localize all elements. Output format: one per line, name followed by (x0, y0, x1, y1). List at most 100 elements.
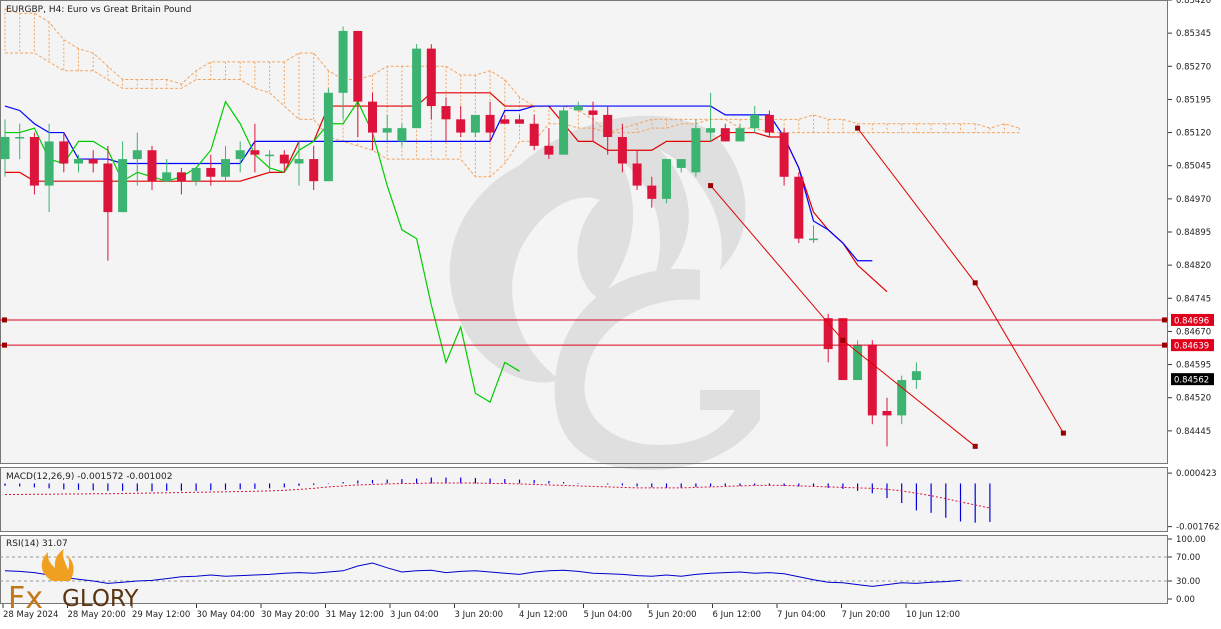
time-tick-label: 29 May 12:00 (132, 610, 190, 620)
price-tag-label: 0.84639 (1174, 342, 1209, 352)
main-pane-border (0, 0, 1168, 464)
candle-bearish (617, 136, 627, 164)
macd-pane (0, 467, 1168, 532)
trend-anchor (840, 337, 846, 343)
candle-bullish (235, 150, 245, 160)
flame-icon (41, 549, 74, 581)
time-tick-label: 4 Jun 12:00 (519, 610, 568, 620)
candle-bearish (456, 119, 466, 133)
candle-bearish (29, 136, 39, 186)
price-tick-label: 0.85420 (1176, 0, 1211, 6)
candle-bearish (882, 410, 892, 416)
time-tick-label: 28 May 2024 (3, 610, 58, 620)
rsi-tick-label: 70.00 (1176, 553, 1200, 563)
candle-bullish (323, 92, 333, 182)
candle-bearish (368, 101, 377, 133)
price-tick-label: 0.85270 (1176, 62, 1211, 72)
candle-bearish (515, 119, 524, 124)
candle-bearish (279, 154, 289, 164)
candle-bearish (603, 114, 613, 137)
rsi-pane (0, 535, 1168, 604)
candle-bearish (59, 141, 69, 164)
candle-bullish (470, 114, 480, 133)
candle-bullish (382, 128, 392, 133)
candlesticks (0, 26, 921, 447)
candle-bearish (88, 159, 98, 164)
candle-bullish (809, 238, 818, 241)
candle-bearish (147, 150, 157, 182)
logo-glory: GLORY (62, 586, 139, 612)
senkou-upper-line (4, 8, 1020, 134)
candle-bullish (118, 159, 128, 213)
rsi-tick-label: 0.00 (1176, 595, 1195, 605)
candle-bearish (309, 159, 319, 182)
time-tick-label: 7 Jun 04:00 (777, 610, 826, 620)
macd-tick-label: -0.001762 (1176, 523, 1220, 533)
watermark-logo (449, 115, 760, 470)
chikou-line (5, 100, 520, 404)
macd-indicator: 0.000423 -0.001762 (4, 469, 1220, 533)
candle-bullish (44, 141, 54, 186)
time-tick-label: 30 May 20:00 (261, 610, 319, 620)
time-tick-label: 7 Jun 20:00 (842, 610, 891, 620)
macd-tick-label: 0.000423 (1176, 469, 1217, 479)
time-tick-label: 10 Jun 12:00 (906, 610, 960, 620)
candle-bearish (794, 176, 804, 239)
time-tick-label: 28 May 20:00 (68, 610, 126, 620)
macd-pane-border (0, 467, 1168, 532)
price-tag-label: 0.84562 (1174, 376, 1209, 386)
candle-bullish (412, 48, 422, 129)
candle-bearish (176, 172, 186, 182)
time-tick-label: 3 Jun 04:00 (390, 610, 439, 620)
candle-bullish (735, 128, 745, 142)
candle-bearish (779, 132, 789, 177)
candle-bullish (573, 106, 583, 111)
rsi-tick-label: 30.00 (1176, 577, 1200, 587)
logo-fx: Fx (8, 581, 43, 616)
candle-bearish (500, 119, 510, 124)
candle-bearish (103, 163, 113, 213)
candle-bearish (485, 114, 495, 133)
macd-signal-line (5, 482, 990, 509)
price-tag (1171, 339, 1214, 352)
candle-bullish (162, 172, 172, 182)
candle-bullish (706, 128, 716, 133)
candle-bullish (676, 159, 686, 168)
candle-bullish (691, 128, 701, 173)
candle-bearish (764, 114, 774, 133)
level-anchor (1162, 342, 1167, 348)
time-axis: 28 May 2024 28 May 20:00 29 May 12:00 30 Ma… (2, 604, 960, 620)
rsi-indicator: 100.00 70.00 30.00 0.00 (0, 535, 1206, 605)
time-tick-label: 5 Jun 20:00 (648, 610, 697, 620)
price-axis: 0.85420 0.85345 0.85270 0.85195 0.85120 0.850… (1168, 0, 1211, 437)
trend-anchor (855, 125, 861, 131)
time-tick-label: 30 May 04:00 (197, 610, 255, 620)
time-tick-label: 6 Jun 12:00 (713, 610, 762, 620)
candle-bearish (529, 123, 539, 146)
candle-bullish (750, 114, 760, 129)
candle-bearish (426, 48, 436, 107)
candle-bearish (823, 318, 833, 350)
candle-bearish (353, 30, 363, 102)
time-tick-label: 5 Jun 04:00 (584, 610, 633, 620)
candle-bullish (265, 154, 275, 157)
price-tick-label: 0.84670 (1176, 327, 1211, 337)
price-tag (1171, 373, 1214, 386)
candle-bullish (74, 159, 83, 164)
trend-anchor (1060, 430, 1066, 436)
candle-bullish (853, 344, 863, 381)
candle-bullish (294, 159, 304, 164)
candle-bearish (588, 110, 598, 115)
macd-label: MACD(12,26,9) -0.001572 -0.001002 (6, 472, 172, 482)
candle-bearish (720, 128, 730, 142)
candle-bearish (206, 167, 216, 177)
candle-bullish (15, 136, 25, 139)
candle-bullish (911, 371, 921, 381)
candle-bearish (441, 106, 451, 120)
candle-bearish (632, 163, 642, 186)
candle-bearish (250, 150, 260, 155)
chart-title: EURGBP, H4: Euro vs Great Britain Pound (6, 5, 191, 15)
price-tick-label: 0.85345 (1176, 29, 1211, 39)
